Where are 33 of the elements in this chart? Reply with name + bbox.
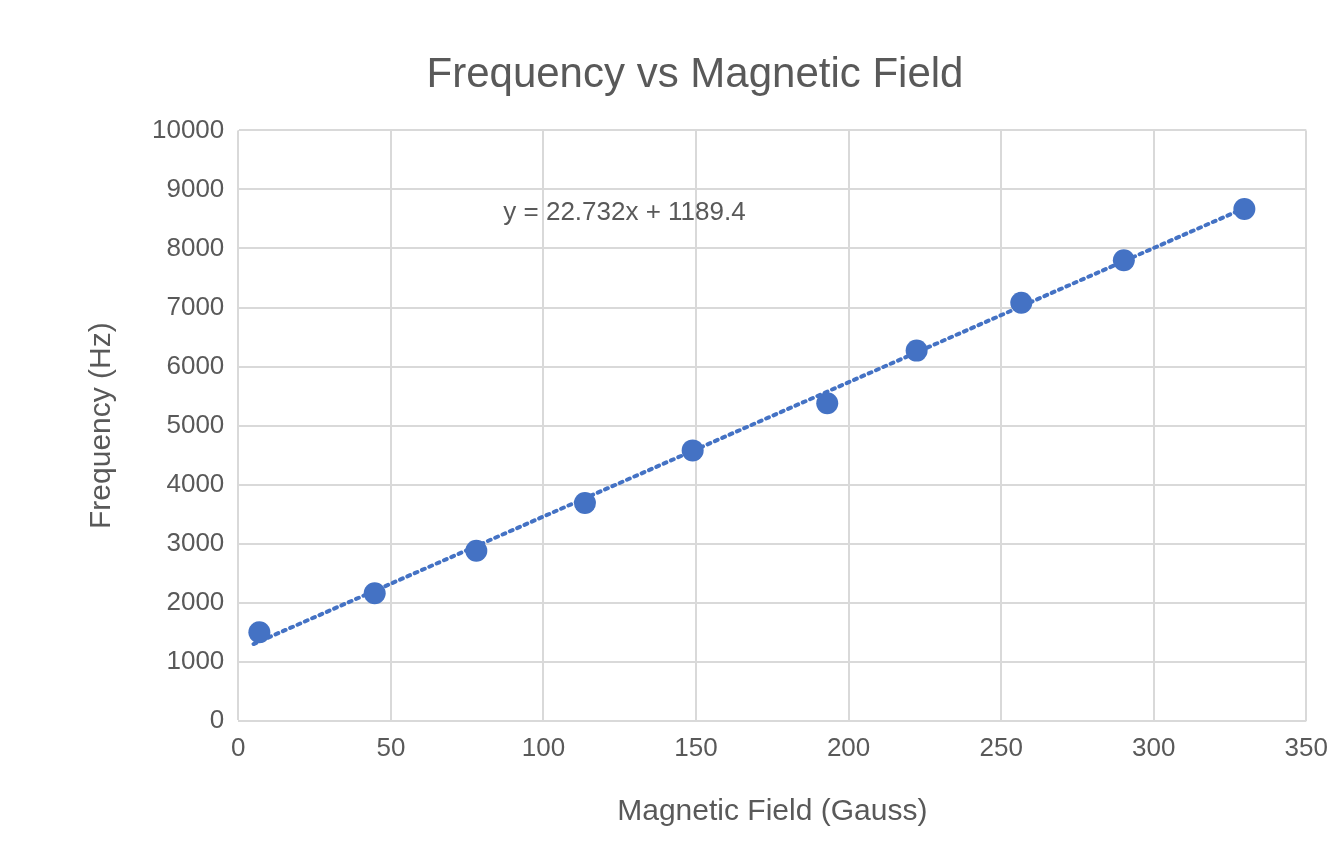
x-tick-label: 250 — [979, 731, 1023, 762]
point — [363, 582, 386, 605]
x-tick-label: 350 — [1284, 731, 1329, 762]
x-axis-title: Magnetic Field (Gauss) — [617, 793, 928, 827]
annotation: y = 22.732x + 1189.4 — [503, 195, 746, 226]
x-tick-label: 200 — [826, 731, 871, 762]
point — [465, 539, 488, 562]
y-tick-label: 8000 — [166, 231, 225, 262]
chart-title: Frequency vs Magnetic Field — [426, 48, 964, 96]
x-tick-label: 50 — [376, 731, 406, 762]
point — [573, 491, 596, 514]
x-tick-label: 300 — [1132, 731, 1176, 762]
y-tick-label: 7000 — [166, 290, 225, 321]
y-tick-label: 5000 — [166, 408, 225, 439]
x-tick-label: 150 — [674, 731, 718, 762]
y-tick-label: 1000 — [166, 644, 225, 675]
x-tick-label: 100 — [521, 731, 566, 762]
x-tick-label: 0 — [231, 731, 246, 762]
y-tick-label: 0 — [209, 703, 225, 734]
point — [1010, 291, 1033, 314]
point — [816, 392, 839, 415]
y-tick-label: 4000 — [166, 467, 225, 498]
point — [905, 339, 928, 362]
point — [681, 439, 704, 462]
y-axis-title: Frequency (Hz) — [83, 322, 117, 529]
y-tick-label: 10000 — [151, 113, 225, 144]
y-tick-label: 3000 — [166, 526, 225, 557]
point — [1233, 197, 1256, 220]
y-tick-label: 9000 — [166, 172, 225, 203]
y-tick-label: 6000 — [166, 349, 225, 380]
point — [248, 621, 271, 644]
y-tick-label: 2000 — [166, 585, 225, 616]
point — [1112, 249, 1135, 272]
